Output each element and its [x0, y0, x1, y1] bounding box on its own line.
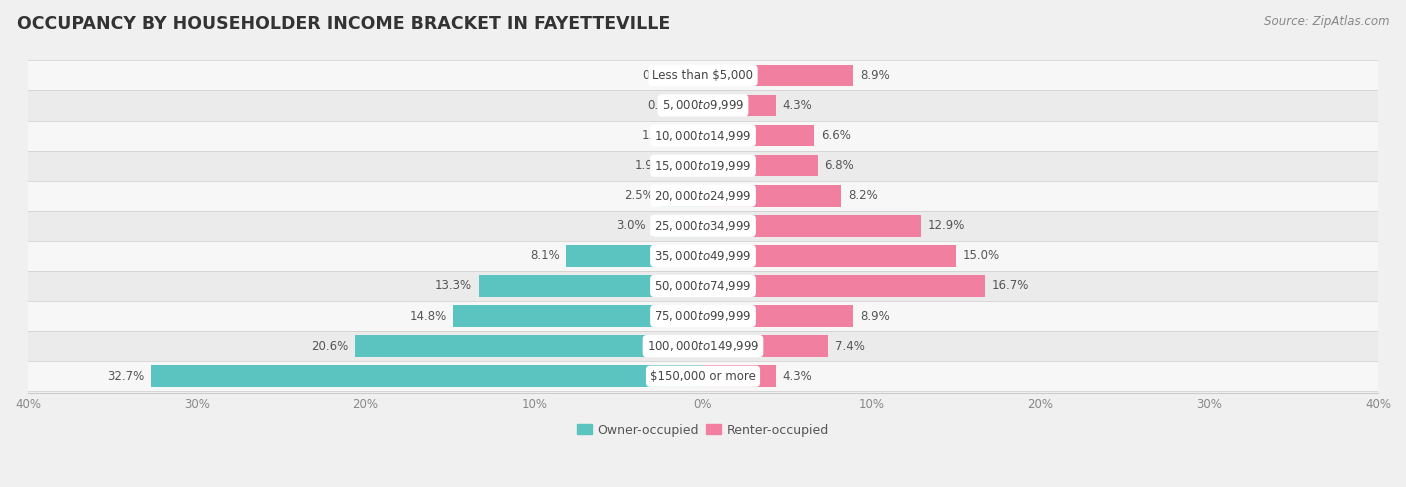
Bar — [703, 125, 814, 147]
Text: 8.1%: 8.1% — [530, 249, 560, 262]
Text: 14.8%: 14.8% — [409, 310, 447, 322]
Bar — [703, 336, 828, 357]
Text: 8.9%: 8.9% — [860, 310, 890, 322]
Bar — [661, 185, 703, 206]
Text: 7.4%: 7.4% — [835, 339, 865, 353]
Text: $25,000 to $34,999: $25,000 to $34,999 — [654, 219, 752, 233]
Text: $5,000 to $9,999: $5,000 to $9,999 — [662, 98, 744, 112]
Text: 1.5%: 1.5% — [641, 129, 671, 142]
Bar — [28, 331, 1378, 361]
Bar — [678, 125, 703, 147]
Text: $150,000 or more: $150,000 or more — [650, 370, 756, 383]
Bar — [671, 155, 703, 176]
Text: 1.9%: 1.9% — [634, 159, 664, 172]
Bar — [453, 305, 703, 327]
Text: 15.0%: 15.0% — [963, 249, 1000, 262]
Text: 32.7%: 32.7% — [107, 370, 145, 383]
Bar — [28, 150, 1378, 181]
Bar — [152, 365, 703, 387]
Text: OCCUPANCY BY HOUSEHOLDER INCOME BRACKET IN FAYETTEVILLE: OCCUPANCY BY HOUSEHOLDER INCOME BRACKET … — [17, 15, 671, 33]
Bar — [28, 60, 1378, 91]
Text: 13.3%: 13.3% — [434, 280, 472, 293]
Bar — [652, 215, 703, 237]
Bar — [28, 211, 1378, 241]
Text: 0.97%: 0.97% — [643, 69, 681, 82]
Bar — [28, 361, 1378, 391]
Text: 0.71%: 0.71% — [647, 99, 685, 112]
Text: 4.3%: 4.3% — [782, 99, 813, 112]
Text: $20,000 to $24,999: $20,000 to $24,999 — [654, 189, 752, 203]
Bar — [478, 275, 703, 297]
Bar — [703, 305, 853, 327]
Text: $75,000 to $99,999: $75,000 to $99,999 — [654, 309, 752, 323]
Text: $100,000 to $149,999: $100,000 to $149,999 — [647, 339, 759, 353]
Bar — [703, 245, 956, 267]
Bar — [703, 215, 921, 237]
Text: Source: ZipAtlas.com: Source: ZipAtlas.com — [1264, 15, 1389, 28]
Text: 3.0%: 3.0% — [616, 219, 645, 232]
Legend: Owner-occupied, Renter-occupied: Owner-occupied, Renter-occupied — [578, 424, 828, 437]
Bar — [703, 365, 776, 387]
Text: 2.5%: 2.5% — [624, 189, 654, 202]
Bar — [686, 65, 703, 86]
Text: Less than $5,000: Less than $5,000 — [652, 69, 754, 82]
Bar — [703, 65, 853, 86]
Text: 12.9%: 12.9% — [928, 219, 965, 232]
Text: $15,000 to $19,999: $15,000 to $19,999 — [654, 159, 752, 172]
Bar — [690, 94, 703, 116]
Text: 16.7%: 16.7% — [991, 280, 1029, 293]
Bar — [703, 94, 776, 116]
Text: 20.6%: 20.6% — [311, 339, 349, 353]
Text: 6.6%: 6.6% — [821, 129, 851, 142]
Bar — [703, 155, 818, 176]
Text: $10,000 to $14,999: $10,000 to $14,999 — [654, 129, 752, 143]
Bar — [28, 241, 1378, 271]
Text: 8.2%: 8.2% — [848, 189, 877, 202]
Bar — [28, 91, 1378, 120]
Text: $50,000 to $74,999: $50,000 to $74,999 — [654, 279, 752, 293]
Bar — [356, 336, 703, 357]
Text: $35,000 to $49,999: $35,000 to $49,999 — [654, 249, 752, 263]
Bar — [28, 181, 1378, 211]
Bar — [703, 275, 984, 297]
Bar — [567, 245, 703, 267]
Text: 6.8%: 6.8% — [824, 159, 855, 172]
Bar — [28, 271, 1378, 301]
Bar — [703, 185, 841, 206]
Bar — [28, 301, 1378, 331]
Text: 8.9%: 8.9% — [860, 69, 890, 82]
Text: 4.3%: 4.3% — [782, 370, 813, 383]
Bar — [28, 120, 1378, 150]
